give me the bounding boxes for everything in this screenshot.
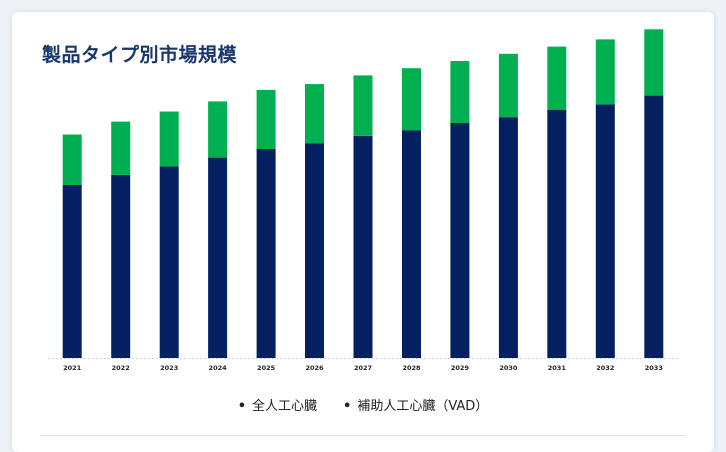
bar-2032-series-2 — [595, 39, 615, 105]
legend-label: 全人工心臓 — [252, 399, 318, 414]
legend-item-1: • 全人工心臓 — [238, 395, 317, 414]
bar-2027-series-2 — [353, 75, 373, 136]
bar-2030-series-1 — [498, 117, 518, 358]
bar-2022-series-2 — [111, 121, 131, 175]
bar-2024-series-2 — [208, 101, 228, 158]
stacked-bar-chart: 2021 2022 2023 2024 2025 2026 2027 2028 2029 2030… — [48, 29, 678, 372]
bar-2024-series-1 — [208, 157, 228, 358]
x-tick-label: 2021 — [63, 364, 82, 372]
bar-2029-series-2 — [450, 61, 470, 123]
bar-2030-series-2 — [498, 53, 518, 118]
bar-2026-series-1 — [305, 143, 324, 358]
legend-bullet: • — [343, 399, 352, 414]
chart-legend: • 全人工心臓 • 補助人工心臓（VAD） — [12, 395, 714, 414]
bar-2025-series-1 — [256, 149, 276, 358]
x-tick-label: 2028 — [402, 364, 421, 372]
x-tick-label: 2022 — [112, 364, 130, 372]
x-tick-label: 2029 — [451, 364, 470, 372]
x-tick-label: 2027 — [354, 364, 372, 372]
bar-2029-series-1 — [450, 123, 470, 358]
chart-card: 製品タイプ別市場規模 2021 2022 2023 2024 2025 2026 2027 2… — [12, 12, 714, 452]
legend-bullet: • — [237, 399, 246, 414]
x-tick-label: 2026 — [305, 364, 324, 372]
bar-2021-series-1 — [62, 185, 82, 358]
bar-2028-series-2 — [402, 68, 421, 131]
x-tick-label: 2030 — [499, 364, 518, 372]
bar-2025-series-2 — [256, 89, 276, 149]
x-tick-label: 2032 — [596, 364, 614, 372]
bar-2021-series-2 — [62, 134, 82, 185]
legend-label: 補助人工心臓（VAD） — [357, 399, 489, 414]
x-tick-label: 2024 — [209, 364, 228, 372]
bar-2027-series-1 — [353, 136, 373, 358]
chart-title: 製品タイプ別市場規模 — [42, 44, 238, 66]
divider — [40, 435, 686, 436]
x-tick-label: 2031 — [548, 364, 567, 372]
bar-2033-series-2 — [644, 29, 664, 96]
bar-2023-series-1 — [159, 166, 179, 358]
bar-2031-series-1 — [547, 110, 567, 358]
bar-2023-series-2 — [159, 111, 179, 167]
x-tick-label: 2025 — [257, 364, 276, 372]
bar-2031-series-2 — [547, 46, 567, 110]
legend-item-2: • 補助人工心臓（VAD） — [343, 395, 488, 414]
bar-2022-series-1 — [111, 174, 131, 358]
x-tick-label: 2033 — [645, 364, 663, 372]
bar-2028-series-1 — [402, 130, 421, 358]
x-tick-label: 2023 — [160, 364, 178, 372]
bar-2032-series-1 — [595, 104, 615, 358]
bar-2033-series-1 — [644, 95, 664, 358]
bar-2026-series-2 — [305, 84, 324, 144]
